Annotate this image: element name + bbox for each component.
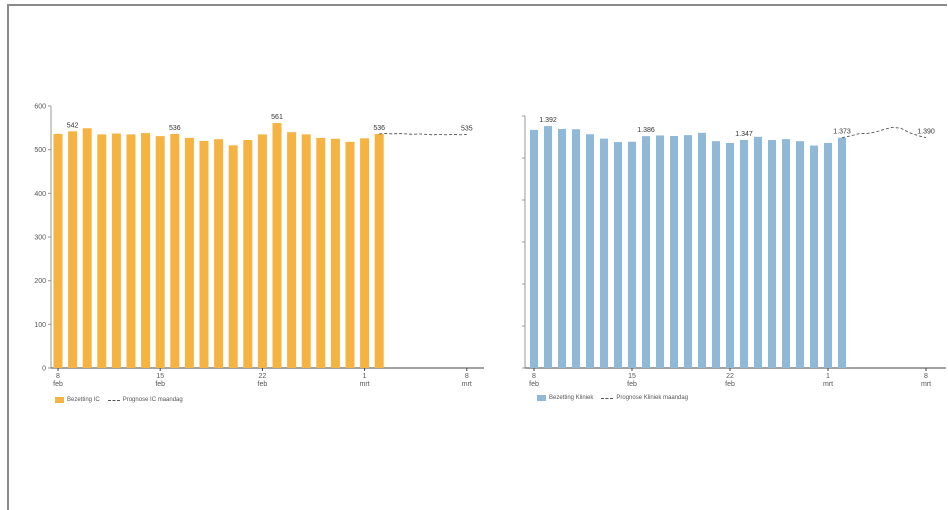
x-tick-day: 1 (826, 373, 830, 380)
legend-kliniek: Bezetting Kliniek Prognose Kliniek maand… (537, 395, 688, 401)
x-tick-month: mrt (360, 381, 370, 388)
bar (544, 126, 552, 368)
legend-dash-forecast-kliniek (601, 397, 614, 399)
bar (796, 141, 804, 368)
legend-swatch-kliniek (537, 395, 546, 401)
x-tick-day: 8 (924, 373, 928, 380)
data-label: 535 (461, 125, 473, 132)
x-tick-day: 8 (532, 373, 536, 380)
forecast-line (379, 133, 467, 136)
bar (316, 137, 326, 368)
y-tick-label: 200 (34, 278, 46, 285)
bar (726, 142, 734, 368)
bar (586, 134, 594, 368)
bar (68, 131, 78, 368)
x-tick-month: feb (258, 381, 268, 388)
x-tick-month: feb (53, 381, 63, 388)
bar (184, 137, 194, 368)
legend-swatch-ic (55, 397, 64, 403)
bar (141, 133, 151, 368)
bar (82, 128, 92, 368)
x-tick-day: 22 (726, 373, 734, 380)
data-label: 1.373 (833, 129, 851, 136)
bar (628, 141, 636, 368)
y-tick-label: 400 (34, 191, 46, 198)
legend-label-prognose-kliniek: Prognose Kliniek maandag (616, 395, 689, 401)
bar (360, 138, 370, 368)
bar (287, 132, 297, 368)
bar (345, 141, 355, 368)
bar (684, 135, 692, 368)
bar (642, 136, 650, 368)
data-label: 561 (271, 114, 283, 121)
bar (53, 133, 63, 368)
bar (600, 138, 608, 368)
bar (97, 134, 107, 368)
legend-label-bezetting-kliniek: Bezetting Kliniek (549, 395, 594, 401)
bar (257, 134, 267, 368)
bar (272, 123, 282, 368)
y-tick-label: 500 (34, 147, 46, 154)
bar (330, 138, 340, 368)
report-frame (7, 4, 947, 510)
bar (374, 133, 384, 368)
bar (712, 141, 720, 368)
data-label: 1.392 (539, 117, 557, 124)
bar (824, 142, 832, 368)
data-label: 1.347 (735, 131, 753, 138)
x-tick-day: 15 (156, 373, 164, 380)
bar (155, 136, 165, 368)
data-label: 1.386 (637, 127, 655, 134)
data-label: 1.390 (917, 129, 935, 136)
bar (782, 139, 790, 368)
legend-ic: Bezetting IC Prognose IC maandag (55, 397, 183, 403)
legend-label-prognose-ic: Prognose IC maandag (122, 397, 183, 403)
bar (199, 140, 209, 368)
bar (810, 145, 818, 368)
x-tick-month: mrt (823, 381, 833, 388)
x-tick-month: feb (725, 381, 735, 388)
bar (111, 133, 121, 368)
bar (614, 142, 622, 368)
y-tick-label: 300 (34, 235, 46, 242)
x-tick-day: 8 (465, 373, 469, 380)
x-tick-month: mrt (921, 381, 931, 388)
legend-label-bezetting-ic: Bezetting IC (67, 397, 100, 403)
bar (530, 129, 538, 368)
bar (740, 139, 748, 368)
bar (243, 140, 253, 368)
bar (126, 134, 136, 368)
bar (170, 133, 180, 368)
bar (558, 129, 566, 368)
x-tick-month: feb (529, 381, 539, 388)
bar (656, 135, 664, 368)
x-tick-day: 15 (628, 373, 636, 380)
bar (228, 145, 238, 368)
x-tick-day: 22 (259, 373, 267, 380)
data-label: 536 (169, 125, 181, 132)
x-tick-month: feb (627, 381, 637, 388)
x-tick-month: mrt (462, 381, 472, 388)
y-tick-label: 600 (34, 104, 46, 111)
bar (768, 139, 776, 368)
bar (214, 139, 224, 368)
x-tick-day: 8 (56, 373, 60, 380)
bar (572, 129, 580, 368)
bar (301, 134, 311, 368)
data-label: 542 (67, 122, 79, 129)
x-tick-month: feb (155, 381, 165, 388)
bar (670, 135, 678, 368)
data-label: 536 (373, 125, 385, 132)
forecast-line (841, 126, 927, 139)
legend-dash-forecast-ic (107, 399, 120, 401)
x-tick-day: 1 (363, 373, 367, 380)
y-tick-label: 100 (34, 322, 46, 329)
bar (754, 136, 762, 368)
y-tick-label: 0 (42, 366, 46, 373)
bar (838, 137, 846, 368)
bar (698, 132, 706, 368)
